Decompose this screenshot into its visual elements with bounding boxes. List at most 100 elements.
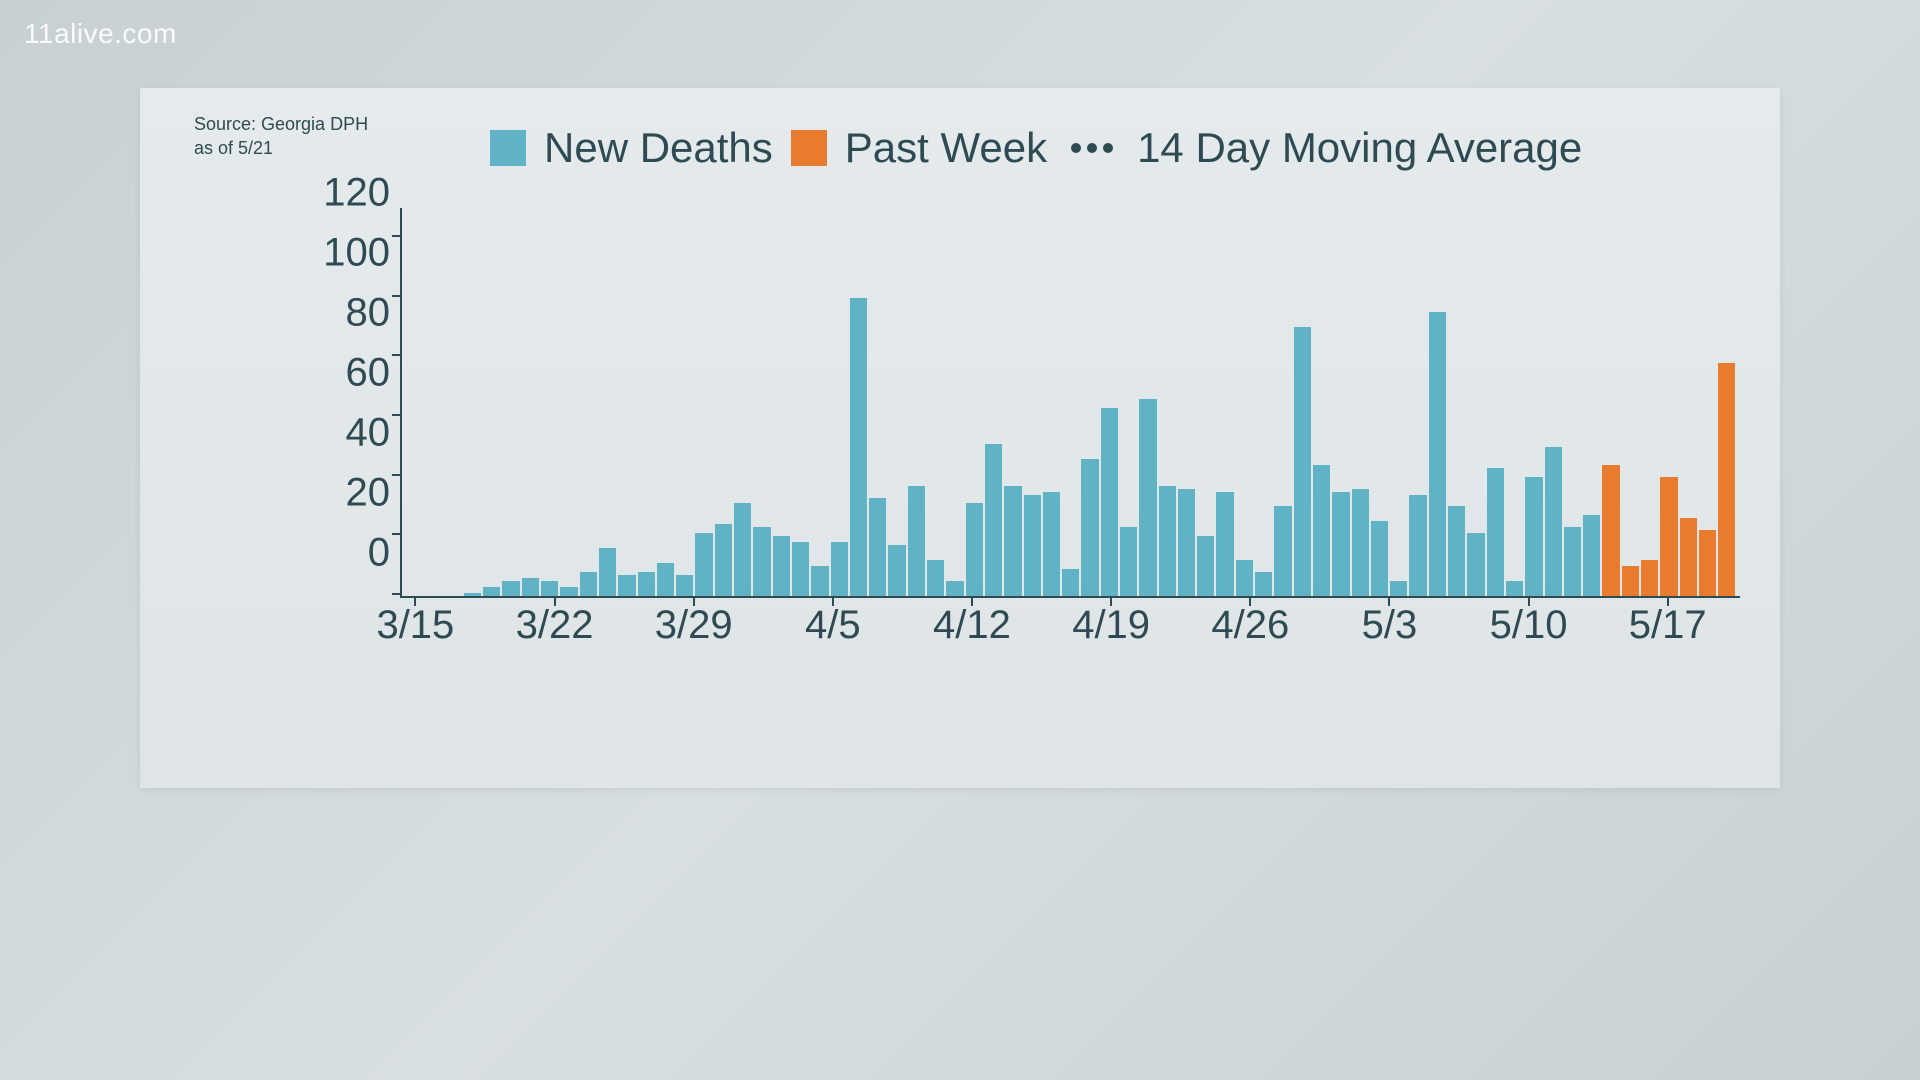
legend-label-new-deaths: New Deaths [544,124,773,172]
bar-new-deaths [1081,459,1098,596]
bar-new-deaths [1487,468,1504,596]
legend-label-moving-avg: 14 Day Moving Average [1137,124,1582,172]
x-axis-tick-label: 4/26 [1211,603,1289,648]
x-axis-tick-mark [1528,596,1530,606]
x-axis-tick-label: 5/3 [1362,603,1418,648]
bar-new-deaths [1467,533,1484,596]
bar-new-deaths [522,578,539,596]
bar-new-deaths [1024,495,1041,596]
bar-new-deaths [1429,312,1446,596]
x-axis-tick-mark [414,596,416,606]
x-axis-tick-label: 4/5 [805,603,861,648]
bar-new-deaths [792,542,809,596]
y-axis-tick-label: 80 [290,291,390,336]
bar-past-week [1622,566,1639,596]
bar-new-deaths [927,560,944,596]
bar-new-deaths [1332,492,1349,596]
bar-new-deaths [1139,399,1156,596]
chart-plot-area: 3/153/223/294/54/124/194/265/35/105/17 0… [280,208,1740,638]
bar-new-deaths [888,545,905,596]
bar-new-deaths [985,444,1002,596]
bar-new-deaths [946,581,963,596]
bar-new-deaths [1062,569,1079,596]
bar-new-deaths [502,581,519,596]
source-attribution: Source: Georgia DPH as of 5/21 [194,112,368,161]
legend-swatch-past-week [791,130,827,166]
y-axis-tick-label: 100 [290,231,390,276]
y-axis-tick-mark [392,295,402,297]
legend-swatch-new-deaths [490,130,526,166]
bar-new-deaths [1236,560,1253,596]
y-axis-tick-mark [392,235,402,237]
x-axis-tick-label: 3/29 [655,603,733,648]
x-axis-tick-label: 4/12 [933,603,1011,648]
bar-new-deaths [560,587,577,596]
bar-past-week [1718,363,1735,596]
bar-past-week [1699,530,1716,596]
y-axis-tick-mark [392,474,402,476]
bar-new-deaths [753,527,770,596]
x-axis-tick-label: 5/17 [1629,603,1707,648]
x-axis-tick-mark [554,596,556,606]
bar-new-deaths [1390,581,1407,596]
source-line-2: as of 5/21 [194,136,368,160]
bar-new-deaths [1101,408,1118,596]
x-axis-tick-mark [1110,596,1112,606]
bar-new-deaths [1274,506,1291,596]
bar-new-deaths [1120,527,1137,596]
bar-past-week [1602,465,1619,596]
bar-new-deaths [1409,495,1426,596]
y-axis-tick-label: 0 [290,531,390,576]
legend-label-past-week: Past Week [845,124,1047,172]
x-axis-tick-mark [1667,596,1669,606]
x-axis-tick-label: 3/15 [376,603,454,648]
bar-new-deaths [483,587,500,596]
x-axis-tick-mark [1249,596,1251,606]
x-axis-tick-mark [1388,596,1390,606]
x-axis-tick-mark [832,596,834,606]
chart-axes: 3/153/223/294/54/124/194/265/35/105/17 [400,208,1740,598]
bar-new-deaths [734,503,751,596]
x-axis-tick-label: 5/10 [1490,603,1568,648]
bar-new-deaths [966,503,983,596]
bar-past-week [1641,560,1658,596]
bar-new-deaths [1371,521,1388,596]
bar-new-deaths [676,575,693,596]
chart-bars-container [402,208,1740,596]
y-axis-tick-label: 120 [290,171,390,216]
bar-new-deaths [1525,477,1542,596]
watermark-text: 11alive.com [24,18,177,50]
bar-new-deaths [1004,486,1021,596]
bar-new-deaths [831,542,848,596]
bar-new-deaths [850,298,867,596]
bar-new-deaths [811,566,828,596]
bar-new-deaths [541,581,558,596]
bar-new-deaths [1178,489,1195,596]
bar-new-deaths [695,533,712,596]
bar-new-deaths [1313,465,1330,596]
legend-swatch-moving-avg [1071,143,1113,153]
y-axis-tick-mark [392,593,402,595]
bar-new-deaths [1448,506,1465,596]
y-axis-tick-label: 40 [290,411,390,456]
x-axis-tick-label: 4/19 [1072,603,1150,648]
bar-new-deaths [1159,486,1176,596]
bar-new-deaths [1545,447,1562,596]
bar-new-deaths [580,572,597,596]
chart-card: Source: Georgia DPH as of 5/21 New Death… [140,88,1780,788]
bar-new-deaths [657,563,674,596]
bar-new-deaths [599,548,616,596]
bar-new-deaths [1506,581,1523,596]
bar-new-deaths [618,575,635,596]
y-axis-tick-mark [392,354,402,356]
bar-past-week [1680,518,1697,596]
chart-legend: New Deaths Past Week 14 Day Moving Avera… [490,124,1582,172]
bar-new-deaths [715,524,732,596]
x-axis-tick-mark [971,596,973,606]
bar-new-deaths [1352,489,1369,596]
x-axis-tick-mark [693,596,695,606]
bar-new-deaths [1564,527,1581,596]
bar-new-deaths [1583,515,1600,596]
bar-past-week [1660,477,1677,596]
y-axis-tick-label: 60 [290,351,390,396]
